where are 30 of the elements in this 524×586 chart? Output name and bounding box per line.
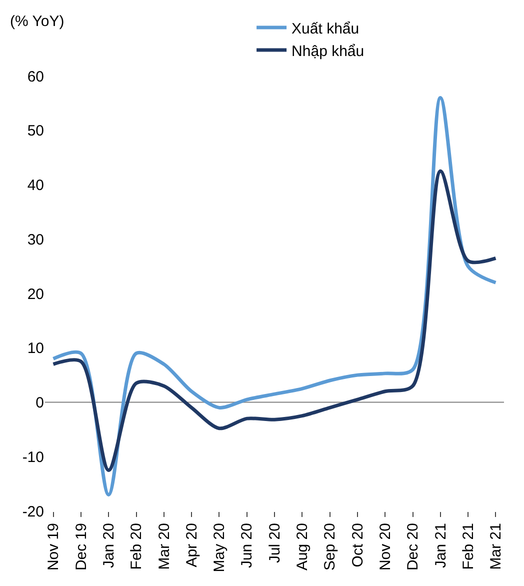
y-tick-label: -20 bbox=[22, 503, 44, 520]
x-tick-label: Feb 21 bbox=[460, 523, 477, 570]
y-tick-label: 20 bbox=[27, 286, 44, 303]
y-tick-label: 10 bbox=[27, 340, 44, 358]
y-tick-label: 30 bbox=[27, 231, 44, 248]
x-tick-label: Jan 20 bbox=[100, 523, 118, 568]
y-axis-title: (% YoY) bbox=[10, 13, 64, 30]
x-tick-label: Dec 20 bbox=[404, 523, 422, 571]
x-tick-label: Jun 20 bbox=[238, 523, 256, 568]
y-tick-label: 50 bbox=[27, 122, 44, 140]
x-tick-label: Sep 20 bbox=[322, 523, 339, 571]
x-tick-label: May 20 bbox=[211, 523, 228, 572]
x-tick-label: Nov 19 bbox=[45, 523, 62, 571]
y-tick-label: -10 bbox=[22, 448, 44, 466]
x-tick-label: Mar 20 bbox=[156, 523, 173, 570]
y-tick-label: 60 bbox=[27, 68, 44, 86]
x-tick-label: Aug 20 bbox=[294, 523, 312, 571]
x-tick-label: Jul 20 bbox=[266, 523, 284, 564]
y-tick-label: 40 bbox=[27, 177, 44, 194]
x-tick-label: Dec 19 bbox=[72, 523, 90, 571]
y-tick-label: 0 bbox=[36, 394, 44, 412]
x-tick-label: Apr 20 bbox=[183, 523, 200, 568]
legend-label: Nhập khẩu bbox=[292, 42, 364, 60]
x-tick-label: Nov 20 bbox=[376, 523, 394, 571]
x-tick-label: Feb 20 bbox=[128, 523, 146, 570]
legend-label: Xuất khẩu bbox=[292, 20, 360, 38]
x-tick-label: Jan 21 bbox=[432, 523, 450, 568]
line-series bbox=[52, 169, 498, 472]
x-tick-label: Mar 21 bbox=[488, 523, 505, 570]
x-tick-label: Oct 20 bbox=[349, 523, 366, 568]
